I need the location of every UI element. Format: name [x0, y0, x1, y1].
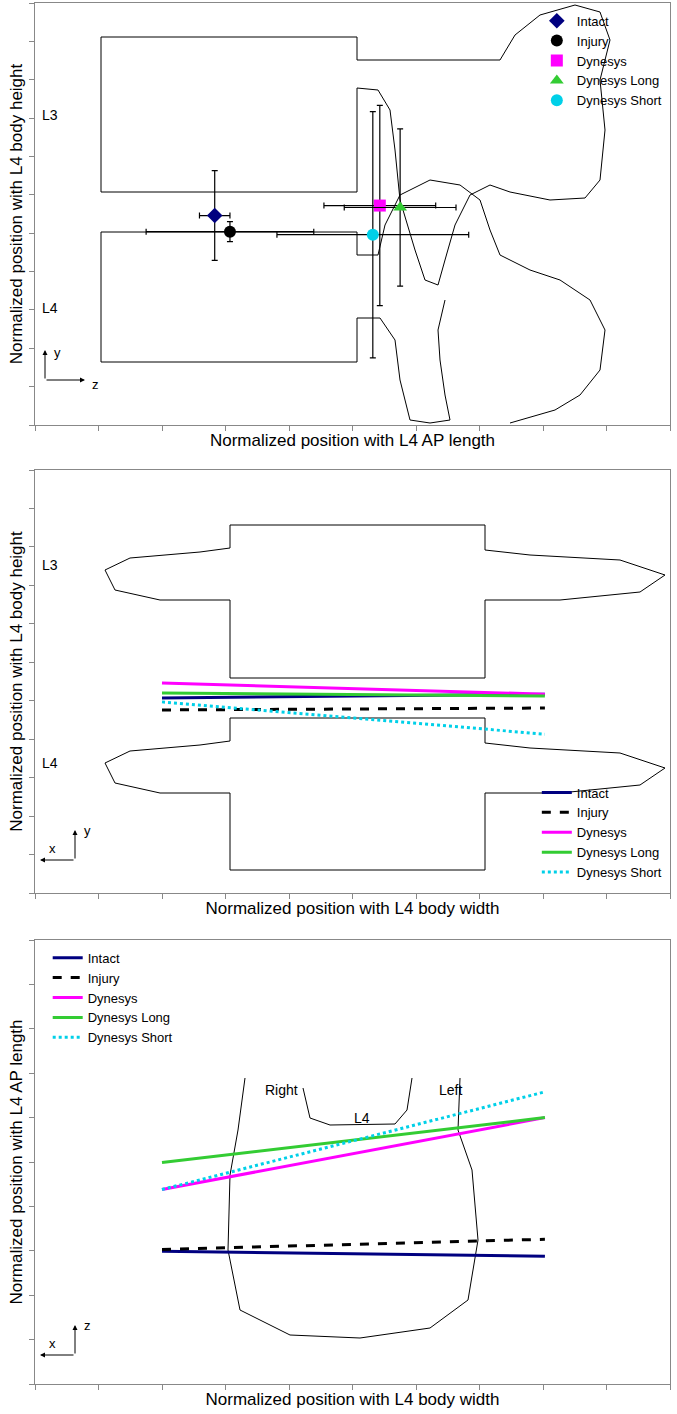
svg-text:y: y [84, 823, 91, 838]
svg-text:L4: L4 [42, 300, 58, 316]
svg-text:L3: L3 [42, 557, 58, 573]
svg-text:Normalized position with L4 bo: Normalized position with L4 body height [7, 63, 26, 364]
svg-text:z: z [92, 377, 99, 392]
svg-text:Dynesys: Dynesys [577, 825, 627, 840]
svg-text:Normalized position with L4 bo: Normalized position with L4 body width [206, 899, 500, 918]
svg-text:Intact: Intact [577, 14, 609, 29]
svg-text:Intact: Intact [88, 951, 120, 966]
svg-text:Dynesys: Dynesys [88, 991, 138, 1006]
svg-text:Intact: Intact [577, 785, 609, 800]
svg-text:Injury: Injury [577, 805, 609, 820]
svg-text:L4: L4 [354, 1110, 370, 1126]
svg-text:Dynesys: Dynesys [577, 54, 627, 69]
svg-text:Normalized position with L4 AP: Normalized position with L4 AP length [210, 431, 495, 450]
svg-text:Dynesys Short: Dynesys Short [577, 865, 662, 880]
svg-text:Dynesys Long: Dynesys Long [577, 845, 659, 860]
svg-text:Injury: Injury [577, 34, 609, 49]
svg-text:Right: Right [265, 1082, 298, 1098]
svg-text:Dynesys Short: Dynesys Short [88, 1030, 173, 1045]
svg-text:L4: L4 [42, 755, 58, 771]
svg-text:Normalized position with L4 bo: Normalized position with L4 body height [7, 531, 26, 832]
svg-text:Normalized position with L4 AP: Normalized position with L4 AP length [7, 1019, 26, 1304]
svg-text:x: x [49, 1336, 56, 1351]
svg-text:y: y [54, 345, 61, 360]
svg-text:Injury: Injury [88, 971, 120, 986]
svg-text:z: z [84, 1318, 91, 1333]
svg-text:Left: Left [439, 1082, 462, 1098]
svg-text:L3: L3 [42, 107, 58, 123]
svg-text:Normalized position with L4 bo: Normalized position with L4 body width [206, 1390, 500, 1409]
svg-text:Dynesys Long: Dynesys Long [577, 73, 659, 88]
svg-text:Dynesys Long: Dynesys Long [88, 1010, 170, 1025]
svg-text:Dynesys Short: Dynesys Short [577, 93, 662, 108]
svg-text:x: x [49, 841, 56, 856]
